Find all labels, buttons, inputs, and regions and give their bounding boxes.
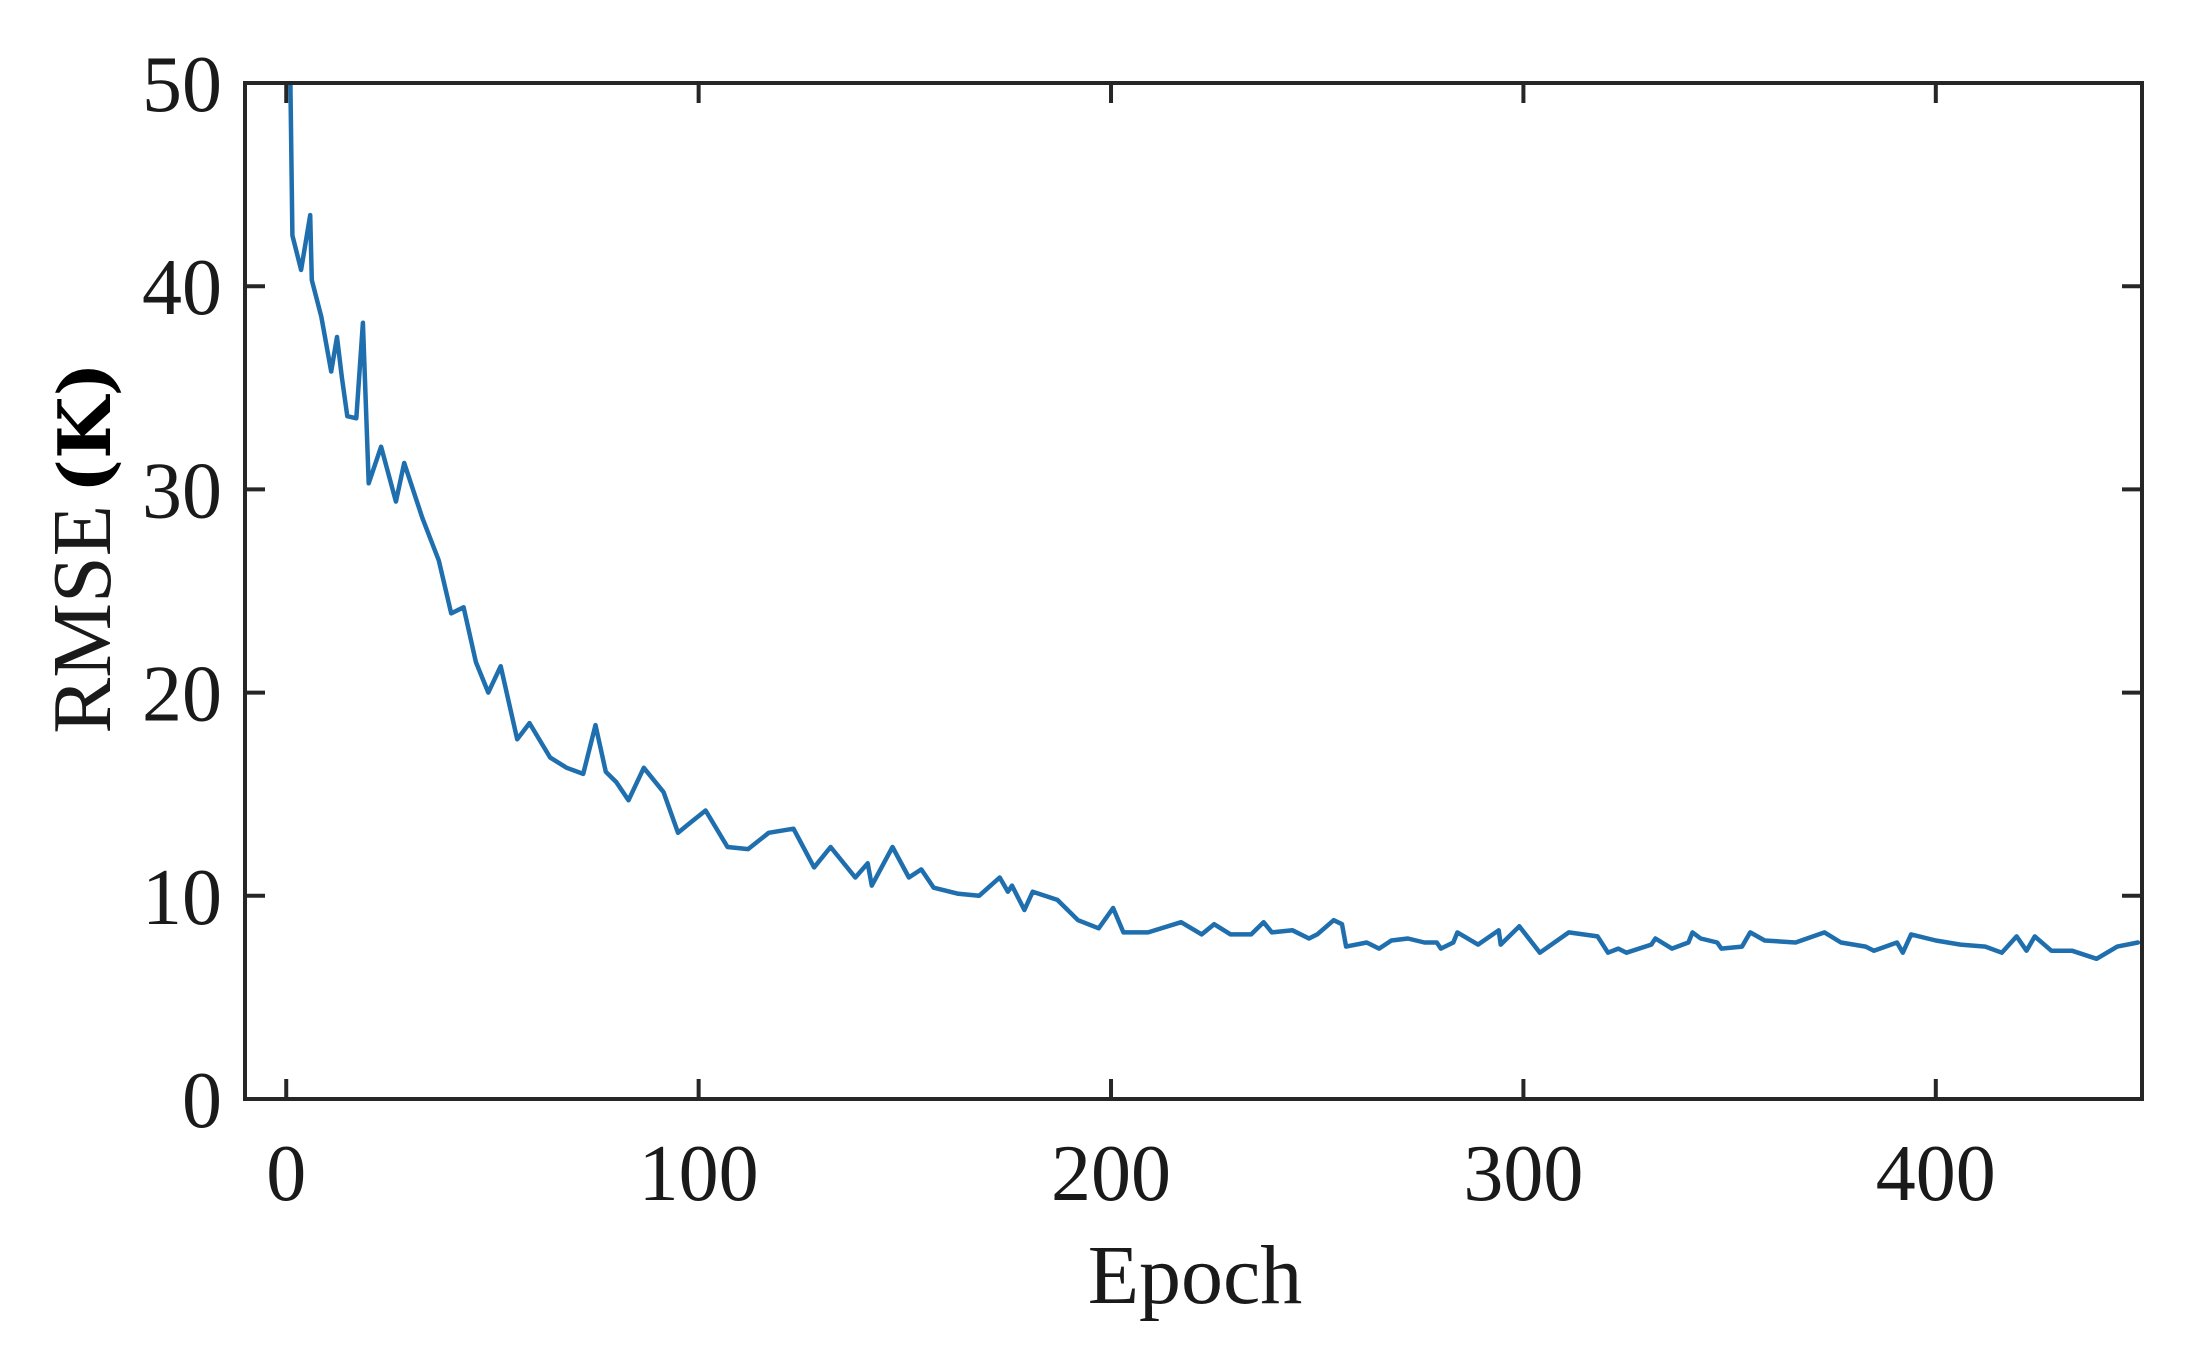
plot-area (243, 81, 2144, 1101)
y-tick-label: 20 (142, 651, 222, 739)
y-tick-label: 40 (142, 244, 222, 332)
x-axis-ticks (284, 83, 1938, 1099)
y-axis-tick-labels: 0 10 20 30 40 50 (142, 41, 222, 1145)
y-axis-label-unit: (K) (42, 362, 127, 493)
y-tick-label: 30 (142, 447, 222, 535)
x-axis-tick-labels: 0 100 200 300 400 (266, 1130, 1996, 1218)
svg-text:RMSE (K): RMSE (K) (36, 362, 129, 733)
x-axis-label: Epoch (1088, 1229, 1303, 1322)
y-tick-label: 10 (142, 854, 222, 942)
axes-frame (243, 81, 2144, 1101)
rmse-series-line (288, 83, 2141, 962)
y-tick-label: 50 (142, 41, 222, 129)
y-axis-label-main: RMSE (36, 505, 129, 734)
y-axis-label: RMSE (K) (36, 362, 129, 733)
x-tick-label: 200 (1051, 1130, 1171, 1218)
y-axis-ticks (245, 81, 2142, 1101)
x-tick-label: 0 (266, 1130, 306, 1218)
x-tick-label: 300 (1463, 1130, 1583, 1218)
x-tick-label: 100 (639, 1130, 759, 1218)
y-tick-label: 0 (182, 1057, 222, 1145)
x-tick-label: 400 (1876, 1130, 1996, 1218)
